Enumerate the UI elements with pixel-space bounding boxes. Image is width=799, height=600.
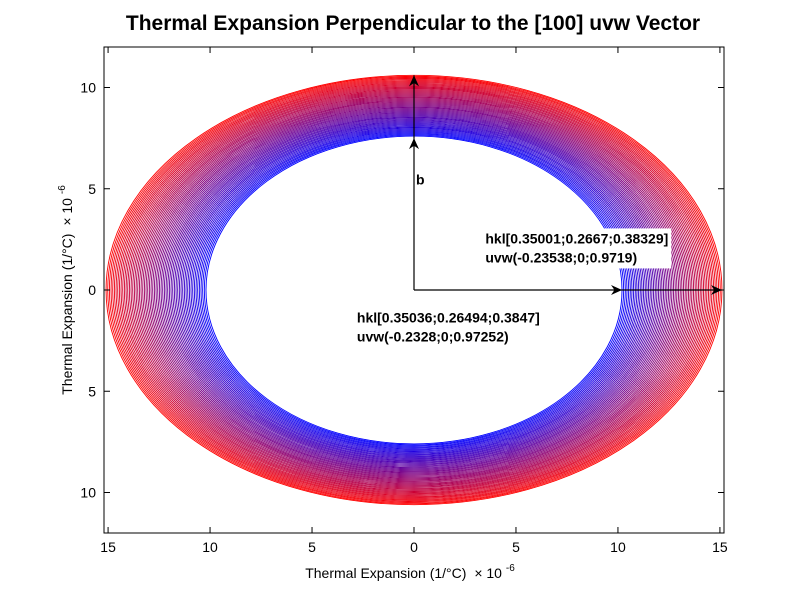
vector-arrowhead (710, 285, 722, 295)
annotation-background (353, 307, 543, 348)
vector-arrowhead (409, 138, 419, 150)
x-tick-label: 10 (610, 539, 626, 555)
y-tick-label: 10 (80, 80, 96, 96)
x-tick-label: 0 (410, 539, 418, 555)
annotations: hkl[0.35001;0.2667;0.38329] uvw(-0.23538;… (353, 228, 672, 348)
y-tick-label: 10 (80, 485, 96, 501)
x-tick-label: 5 (308, 539, 316, 555)
y-axis-label: Thermal Expansion (1/°C) × 10 -6 (57, 185, 75, 395)
x-tick-label: 10 (202, 539, 218, 555)
annotation-line: hkl[0.35036;0.26494;0.3847] (357, 309, 540, 325)
vectors: b (409, 75, 722, 295)
vector-label: b (416, 172, 425, 188)
annotation-line: hkl[0.35001;0.2667;0.38329] (485, 230, 668, 246)
annotation-outer: hkl[0.35001;0.2667;0.38329] uvw(-0.23538;… (482, 228, 672, 269)
y-tick-label: 5 (88, 383, 96, 399)
vector-arrowhead (611, 285, 623, 295)
x-tick-label: 15 (100, 539, 116, 555)
x-tick-label: 15 (712, 539, 728, 555)
annotation-line: uvw(-0.2328;0;0.97252) (357, 328, 509, 344)
x-axis-label: Thermal Expansion (1/°C) × 10 -6 (305, 563, 515, 581)
annotation-inner: hkl[0.35036;0.26494;0.3847] uvw(-0.2328;0… (353, 307, 543, 348)
annotation-background (482, 228, 672, 269)
y-tick-label: 0 (88, 282, 96, 298)
axis-ticks: 15 10 5 0 5 10 15 10 5 0 5 10 (80, 47, 728, 555)
chart-title: Thermal Expansion Perpendicular to the [… (126, 12, 700, 35)
annotation-line: uvw(-0.23538;0;0.9719) (485, 249, 637, 265)
y-tick-label: 5 (88, 181, 96, 197)
vector-arrowhead (409, 75, 419, 87)
x-tick-label: 5 (512, 539, 520, 555)
